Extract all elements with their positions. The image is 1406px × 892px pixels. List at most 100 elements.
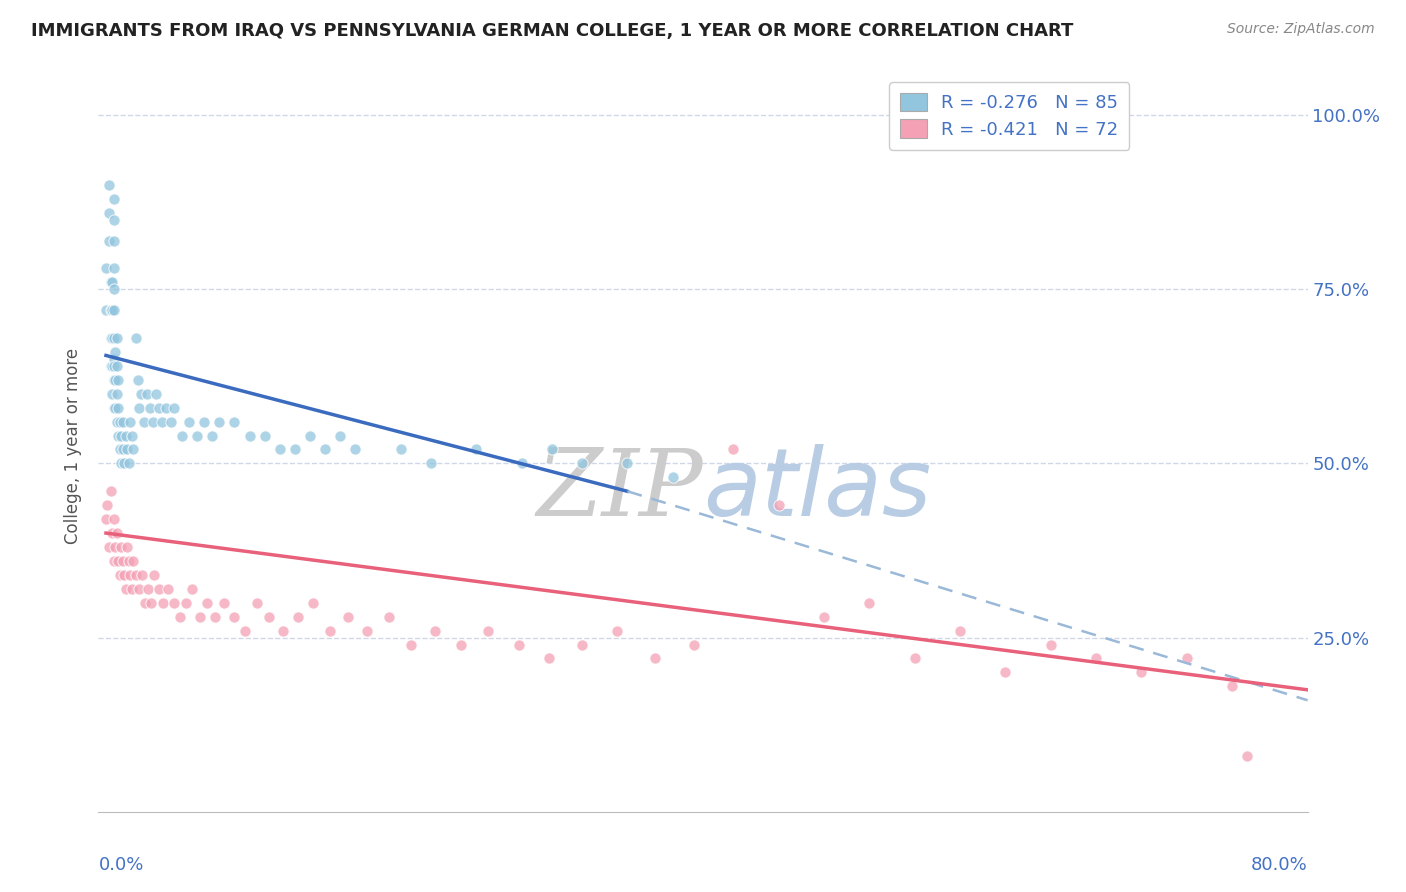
Point <box>111 554 134 568</box>
Point <box>201 428 224 442</box>
Legend: R = -0.276   N = 85, R = -0.421   N = 72: R = -0.276 N = 85, R = -0.421 N = 72 <box>889 82 1129 150</box>
Point <box>103 261 125 276</box>
Point <box>425 624 447 638</box>
Y-axis label: College, 1 year or more: College, 1 year or more <box>65 348 83 544</box>
Point <box>212 596 235 610</box>
Point <box>269 442 291 457</box>
Point <box>160 415 183 429</box>
Point <box>103 373 125 387</box>
Point <box>107 373 129 387</box>
Point <box>299 428 322 442</box>
Point <box>107 401 129 415</box>
Point <box>128 582 150 596</box>
Point <box>110 540 132 554</box>
Point <box>101 526 124 541</box>
Point <box>103 303 125 318</box>
Point <box>148 401 170 415</box>
Point <box>284 442 307 457</box>
Point <box>508 638 530 652</box>
Point <box>103 554 125 568</box>
Point <box>127 373 149 387</box>
Point <box>287 609 309 624</box>
Point <box>356 624 378 638</box>
Point <box>994 665 1017 680</box>
Point <box>103 234 125 248</box>
Point <box>101 359 124 373</box>
Point <box>143 567 166 582</box>
Point <box>1039 638 1062 652</box>
Point <box>101 303 124 318</box>
Point <box>112 567 135 582</box>
Text: Source: ZipAtlas.com: Source: ZipAtlas.com <box>1227 22 1375 37</box>
Point <box>105 526 128 541</box>
Point <box>224 609 246 624</box>
Point <box>253 428 276 442</box>
Point <box>100 359 122 373</box>
Point <box>169 609 191 624</box>
Text: atlas: atlas <box>703 444 931 535</box>
Point <box>125 331 148 345</box>
Point <box>128 401 150 415</box>
Point <box>606 624 628 638</box>
Point <box>344 442 367 457</box>
Point <box>163 401 186 415</box>
Point <box>103 331 125 345</box>
Point <box>683 638 706 652</box>
Point <box>104 540 127 554</box>
Point <box>131 567 153 582</box>
Point <box>1175 651 1198 665</box>
Point <box>163 596 186 610</box>
Point <box>1236 749 1258 764</box>
Point <box>768 498 790 512</box>
Point <box>257 609 280 624</box>
Point <box>152 596 174 610</box>
Point <box>100 275 122 289</box>
Point <box>115 442 138 457</box>
Point <box>465 442 488 457</box>
Point <box>540 442 562 457</box>
Point <box>450 638 472 652</box>
Point <box>94 303 117 318</box>
Point <box>98 205 121 219</box>
Point <box>644 651 666 665</box>
Point <box>105 359 128 373</box>
Point <box>98 178 121 192</box>
Point <box>105 415 128 429</box>
Point <box>100 331 122 345</box>
Point <box>122 554 145 568</box>
Point <box>813 609 835 624</box>
Text: ZIP: ZIP <box>536 445 703 535</box>
Point <box>271 624 294 638</box>
Point <box>142 415 165 429</box>
Point <box>336 609 359 624</box>
Point <box>537 651 560 665</box>
Point <box>118 554 141 568</box>
Point <box>103 351 125 366</box>
Point <box>858 596 880 610</box>
Point <box>108 567 131 582</box>
Point <box>224 415 246 429</box>
Point <box>101 331 124 345</box>
Point <box>108 442 131 457</box>
Point <box>571 457 593 471</box>
Point <box>122 442 145 457</box>
Point <box>114 428 136 442</box>
Point <box>204 609 226 624</box>
Point <box>314 442 336 457</box>
Point <box>100 303 122 318</box>
Point <box>129 386 152 401</box>
Point <box>120 415 142 429</box>
Point <box>186 428 208 442</box>
Point <box>949 624 972 638</box>
Point <box>111 415 134 429</box>
Text: IMMIGRANTS FROM IRAQ VS PENNSYLVANIA GERMAN COLLEGE, 1 YEAR OR MORE CORRELATION : IMMIGRANTS FROM IRAQ VS PENNSYLVANIA GER… <box>31 22 1073 40</box>
Point <box>98 540 121 554</box>
Point <box>318 624 340 638</box>
Point <box>111 442 134 457</box>
Point <box>121 428 143 442</box>
Point <box>104 401 127 415</box>
Point <box>1220 679 1243 693</box>
Point <box>246 596 269 610</box>
Point <box>100 484 122 499</box>
Point <box>98 234 121 248</box>
